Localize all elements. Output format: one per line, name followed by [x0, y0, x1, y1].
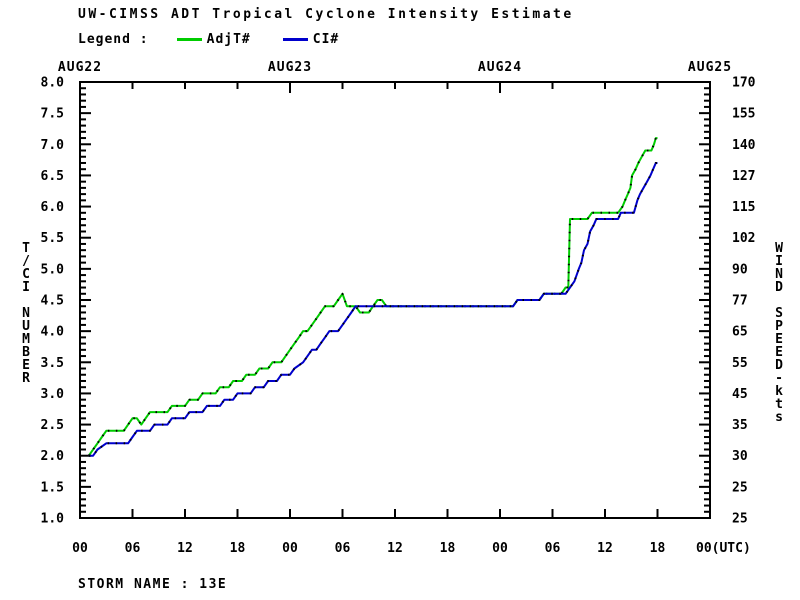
plot-border	[79, 81, 711, 519]
legend-item-ci: CI#	[312, 32, 340, 47]
x-axis-tick-label: 18	[650, 541, 666, 556]
x-axis-utc-label: 00(UTC)	[696, 541, 751, 556]
legend-item-adjt: AdjT#	[206, 32, 251, 47]
x-axis-tick-label: 06	[125, 541, 141, 556]
wind-axis-title-char: I	[775, 254, 783, 269]
y-axis-tick-label: 3.0	[41, 387, 65, 402]
wind-axis-tick-label: 35	[732, 418, 748, 433]
y-axis-tick-label: 6.5	[41, 169, 64, 184]
x-axis-tick-label: 00	[492, 541, 508, 556]
x-axis-tick-label: 18	[230, 541, 246, 556]
wind-axis-title-char: s	[775, 410, 783, 425]
wind-axis-title-char: D	[775, 280, 783, 295]
y-axis-tick-label: 8.0	[41, 76, 65, 91]
y-axis-tick-label: 4.5	[41, 294, 64, 309]
x-axis-tick-label: 18	[440, 541, 456, 556]
wind-axis-tick-label: 90	[732, 262, 748, 277]
ci-line-swatch-icon	[282, 38, 308, 41]
wind-axis-tick-label: 155	[732, 107, 755, 122]
y-axis-tick-label: 5.5	[41, 231, 64, 246]
y-axis-title-char: M	[22, 332, 30, 347]
x-axis-tick-label: 06	[545, 541, 561, 556]
wind-axis-tick-label: 30	[732, 449, 748, 464]
date-label: AUG24	[478, 60, 522, 75]
ci-line-point-marks	[88, 162, 658, 457]
y-axis-tick-label: 6.0	[41, 200, 65, 215]
wind-axis-tick-label: 25	[732, 480, 748, 495]
wind-axis-title-char: -	[775, 371, 783, 386]
wind-axis-tick-label: 45	[732, 387, 748, 402]
ci-line	[88, 162, 658, 457]
wind-axis-title-char: E	[775, 332, 783, 347]
y-axis-tick-label: 3.5	[41, 356, 64, 371]
wind-axis-tick-label: 140	[732, 138, 756, 153]
date-label: AUG22	[58, 60, 102, 75]
wind-axis-tick-label: 115	[732, 200, 755, 215]
wind-axis-tick-label: 170	[732, 76, 756, 91]
wind-axis-tick-label: 77	[732, 294, 748, 309]
wind-axis-title-char: k	[775, 384, 783, 399]
wind-axis-title-char: P	[775, 319, 783, 334]
wind-axis-title-char: W	[775, 241, 783, 256]
y-axis-tick-label: 5.0	[41, 262, 65, 277]
y-axis-title-char: C	[22, 267, 30, 282]
wind-axis-tick-label: 55	[732, 356, 748, 371]
y-axis-title-char: R	[22, 371, 30, 386]
y-axis-title-char: E	[22, 358, 30, 373]
y-axis-tick-label: 7.0	[41, 138, 65, 153]
y-axis-title-char: /	[22, 254, 30, 269]
wind-axis-tick-label: 102	[732, 231, 755, 246]
x-axis-tick-label: 12	[177, 541, 193, 556]
y-axis-tick-label: 1.5	[41, 480, 64, 495]
wind-axis-title-char: S	[775, 306, 783, 321]
wind-axis-title-char: N	[775, 267, 783, 282]
wind-axis-title-char: D	[775, 358, 783, 373]
y-axis-title-char: B	[22, 345, 30, 360]
date-label: AUG25	[688, 60, 732, 75]
wind-axis-tick-label: 25	[732, 512, 748, 527]
wind-axis-title-char: E	[775, 345, 783, 360]
x-axis-tick-label: 00	[72, 541, 88, 556]
y-axis-tick-label: 2.0	[41, 449, 65, 464]
storm-name-label: STORM NAME : 13E	[78, 577, 228, 592]
y-axis-tick-label: 1.0	[41, 512, 65, 527]
y-axis-tick-label: 7.5	[41, 107, 64, 122]
wind-axis-title-char: t	[775, 397, 783, 412]
y-axis-title-char: U	[22, 319, 30, 334]
legend-label: Legend :	[78, 32, 149, 47]
y-axis-tick-label: 2.5	[41, 418, 64, 433]
page-title: UW-CIMSS ADT Tropical Cyclone Intensity …	[78, 7, 574, 22]
y-axis-title-char: N	[22, 306, 30, 321]
adjt-line-swatch-icon	[176, 38, 202, 41]
x-axis-tick-label: 12	[597, 541, 613, 556]
x-axis-tick-label: 12	[387, 541, 403, 556]
wind-axis-tick-label: 65	[732, 325, 748, 340]
x-axis-tick-label: 00	[282, 541, 298, 556]
adjt-line-point-marks	[87, 137, 658, 457]
wind-axis-tick-label: 127	[732, 169, 755, 184]
adjt-line	[87, 137, 658, 457]
y-axis-tick-label: 4.0	[41, 325, 65, 340]
y-axis-title-char: I	[22, 280, 30, 295]
y-axis-title-char: T	[22, 241, 30, 256]
x-axis-tick-label: 06	[335, 541, 351, 556]
date-label: AUG23	[268, 60, 312, 75]
legend: Legend : AdjT# CI#	[78, 32, 339, 47]
